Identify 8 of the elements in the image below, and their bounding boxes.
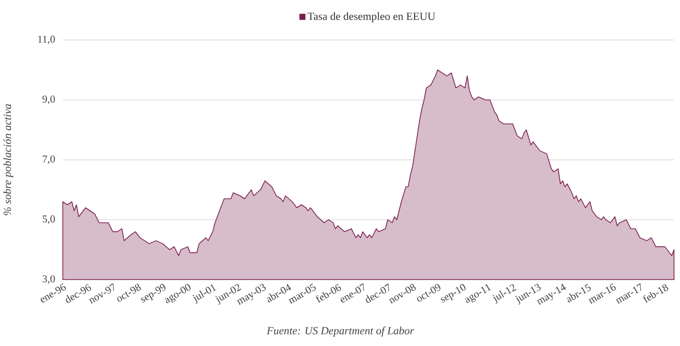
y-tick-label: 7,0: [42, 156, 55, 164]
source-note: Fuente: US Department of Labor: [266, 326, 414, 337]
y-tick-label: 5,0: [42, 216, 55, 224]
y-tick-label: 11,0: [38, 36, 55, 44]
y-tick-label: 9,0: [42, 96, 55, 104]
y-tick-label: 3,0: [42, 276, 55, 284]
text: Tasa de desempleo en EEUU: [308, 12, 436, 22]
y-axis-title: % sobre población activa: [3, 104, 14, 216]
